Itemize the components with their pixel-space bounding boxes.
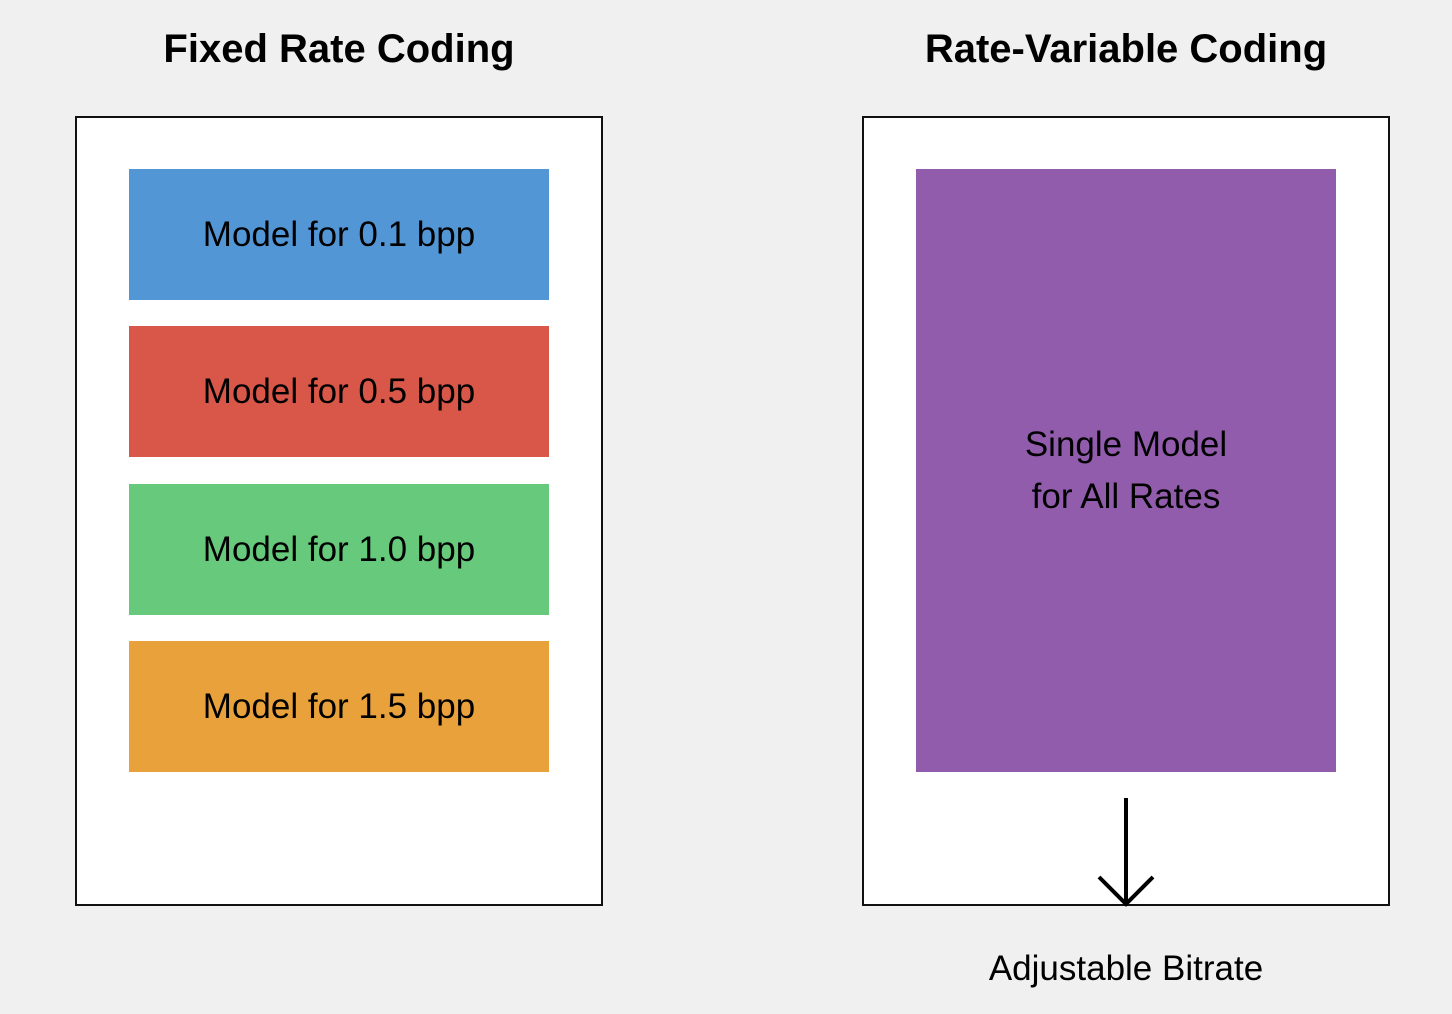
model-box-0-5-bpp: Model for 0.5 bpp <box>129 326 549 457</box>
model-box-1-5-bpp: Model for 1.5 bpp <box>129 641 549 772</box>
model-box-label: Model for 1.0 bpp <box>202 529 476 569</box>
rate-variable-panel: Single Model for All Rates <box>862 116 1390 906</box>
fixed-rate-panel: Model for 0.1 bpp Model for 0.5 bpp Mode… <box>75 116 603 906</box>
fixed-rate-coding-heading: Fixed Rate Coding <box>163 27 515 71</box>
single-model-label-line1: Single Model <box>1024 424 1228 464</box>
rate-variable-coding-heading: Rate-Variable Coding <box>924 27 1328 71</box>
model-box-0-1-bpp: Model for 0.1 bpp <box>129 169 549 300</box>
single-model-label-line2: for All Rates <box>1031 476 1221 516</box>
model-box-label: Model for 0.1 bpp <box>202 214 476 254</box>
arrow-down-icon <box>1097 798 1155 907</box>
model-box-1-0-bpp: Model for 1.0 bpp <box>129 484 549 615</box>
single-model-box: Single Model for All Rates <box>916 169 1336 772</box>
adjustable-bitrate-caption: Adjustable Bitrate <box>988 949 1264 988</box>
model-box-label: Model for 1.5 bpp <box>202 686 476 726</box>
model-box-label: Model for 0.5 bpp <box>202 371 476 411</box>
